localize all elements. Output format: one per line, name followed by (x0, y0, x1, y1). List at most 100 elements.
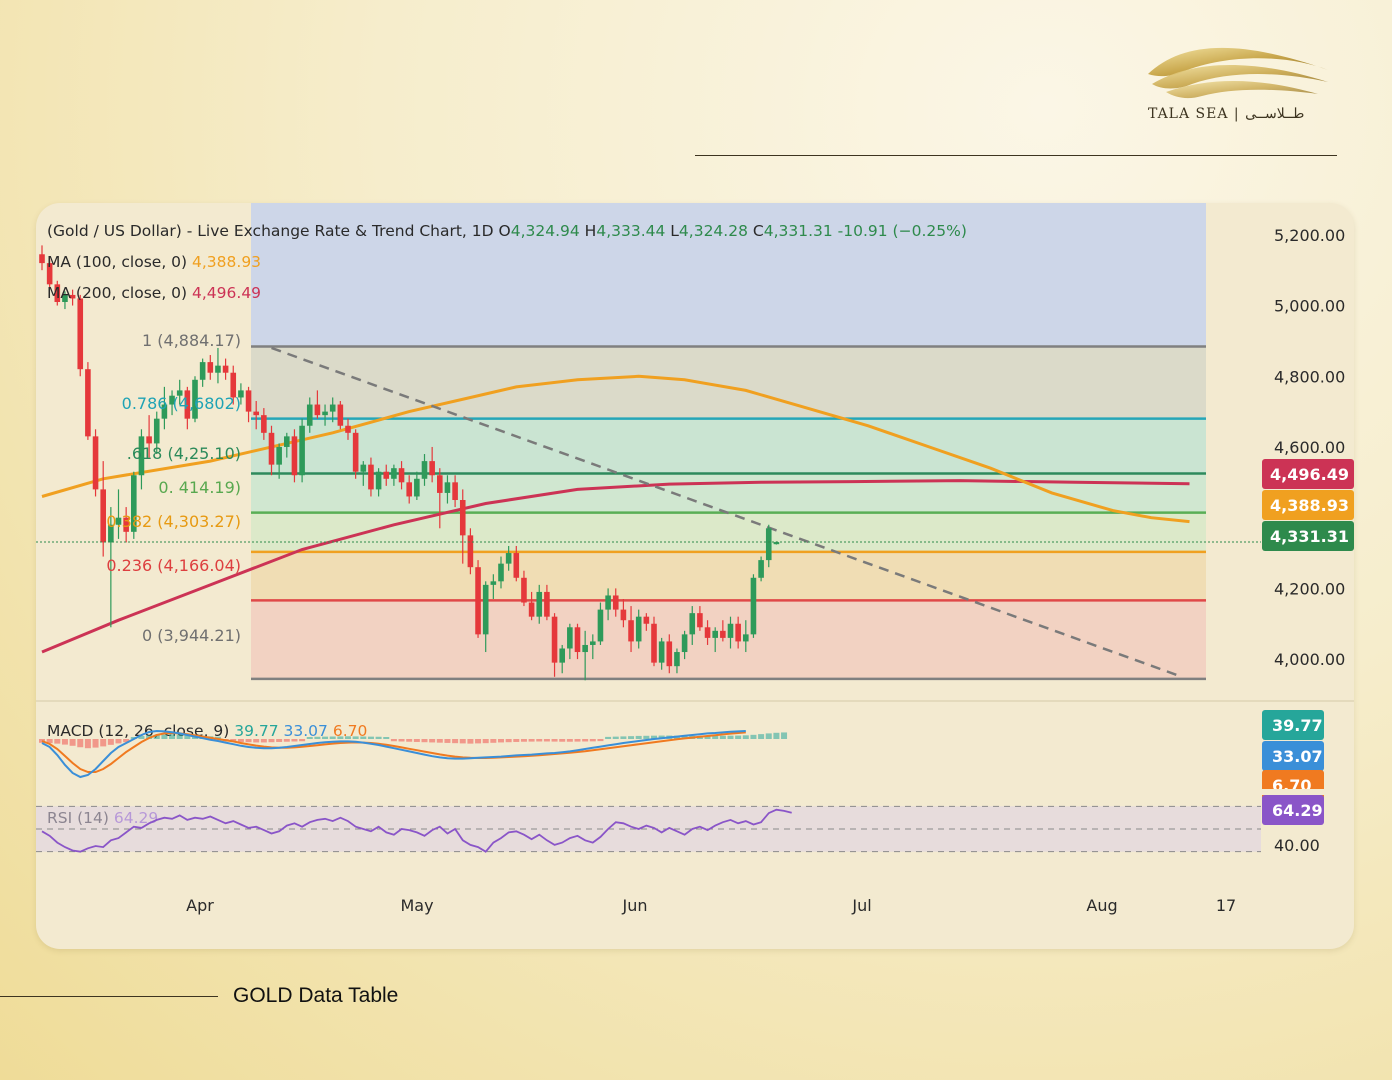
candle (39, 245, 45, 271)
candle-body (62, 294, 68, 302)
macd-hist-bar (589, 739, 596, 742)
macd-hist-bar (268, 739, 275, 743)
candle-body (100, 489, 106, 543)
candle (153, 411, 160, 455)
chart-title: (Gold / US Dollar) - Live Exchange Rate … (47, 222, 499, 240)
last-price-tag-bg (1262, 521, 1354, 551)
candle-body (620, 609, 627, 621)
macd-hist-bar (253, 739, 260, 743)
macd-hist-bar (498, 739, 504, 743)
ma200-line (41, 479, 1190, 654)
ma100-legend-label: MA (100, close, 0) (47, 253, 192, 271)
footer-divider (0, 996, 218, 997)
candle-body (314, 404, 321, 416)
ohlc-change: -10.91 (−0.25%) (838, 222, 967, 240)
candle-body (329, 404, 336, 412)
x-tick-label: Aug (1086, 896, 1117, 915)
candle-body (590, 641, 596, 645)
price-tick-label: 5,200.00 (1274, 226, 1345, 245)
candle (184, 386, 191, 430)
candle-body (77, 298, 84, 370)
candle-body (498, 563, 504, 582)
candle-body (337, 404, 344, 426)
macd-legend-macd: 39.77 (234, 722, 283, 740)
rsi-tick-label: 40.00 (1274, 836, 1320, 855)
x-tick-label: May (400, 896, 433, 915)
macd-hist-bar (345, 736, 351, 739)
candle (498, 556, 504, 589)
candle-body (345, 425, 351, 433)
candle-body (383, 471, 390, 479)
candle-body (146, 436, 152, 444)
fib-zone (251, 600, 1206, 679)
candle (582, 630, 588, 681)
x-tick-label: 17 (1216, 896, 1236, 915)
header-divider (695, 155, 1337, 156)
candle-body (513, 553, 520, 578)
candle-body (176, 390, 183, 396)
candle (612, 588, 619, 617)
candle (758, 556, 764, 582)
fib-label: 0. 414.19) (158, 478, 241, 497)
macd-hist-bar (719, 735, 726, 739)
brand-wordmark: TALA SEA | طــلاســی (1148, 106, 1304, 122)
gold-chart[interactable]: 1 (4,884.17) 0.786 (4,6802) .618 (4,25.10)… (36, 203, 1354, 949)
candle (689, 606, 696, 645)
candle (643, 613, 650, 631)
candle (161, 386, 168, 430)
macd-hist-bar (750, 734, 757, 739)
candle (85, 362, 91, 440)
candle-body (475, 567, 481, 635)
candle (697, 606, 703, 631)
candle-body (459, 500, 466, 536)
price-tick-label: 4,600.00 (1274, 438, 1345, 457)
candle (452, 475, 458, 508)
candle (536, 584, 543, 624)
candle (467, 528, 474, 575)
macd-hist-bar (367, 736, 374, 739)
macd-hist-bar (536, 739, 543, 742)
candle (704, 620, 711, 645)
candle-body (521, 577, 527, 603)
candle (437, 468, 443, 529)
macd-signal-line (41, 731, 746, 773)
macd-hist-bar (520, 739, 527, 742)
candle (62, 291, 68, 310)
macd-hist-bar (329, 736, 336, 739)
candle (192, 376, 198, 423)
candle (635, 609, 642, 649)
candle (681, 630, 688, 660)
candle (444, 475, 451, 504)
candle (92, 429, 99, 497)
brand-name-en: TALA SEA (1148, 106, 1229, 122)
rsi-value-tag-bg (1262, 795, 1324, 825)
candle (559, 644, 565, 674)
macd-hist-bar (322, 736, 329, 739)
candle-body (215, 365, 221, 373)
macd-hist-bar (421, 739, 428, 743)
candle (115, 489, 122, 539)
candle-body (490, 581, 497, 585)
candle (429, 446, 435, 483)
macd-hist-bar (712, 735, 719, 739)
candle (743, 620, 749, 653)
candle-body (452, 482, 458, 500)
macd-hist-bar (543, 739, 550, 742)
candle-body (153, 418, 160, 444)
ma100-legend-value: 4,388.93 (192, 253, 261, 271)
candle (620, 599, 627, 628)
candle-body (429, 461, 435, 476)
fib-label: 0 (3,944.21) (142, 626, 241, 645)
candle (712, 627, 718, 653)
macd-hist-bar (436, 739, 443, 743)
macd-hist-bar (314, 736, 321, 739)
x-tick-label: Jun (622, 896, 648, 915)
macd-hist-bar (406, 739, 413, 742)
candle-body (199, 362, 206, 380)
candle (605, 588, 611, 621)
candle-body (230, 372, 237, 398)
candle-body (674, 652, 680, 667)
macd-hist-bar (735, 735, 742, 739)
candle-body (765, 528, 772, 561)
macd-hist-bar (574, 739, 581, 742)
